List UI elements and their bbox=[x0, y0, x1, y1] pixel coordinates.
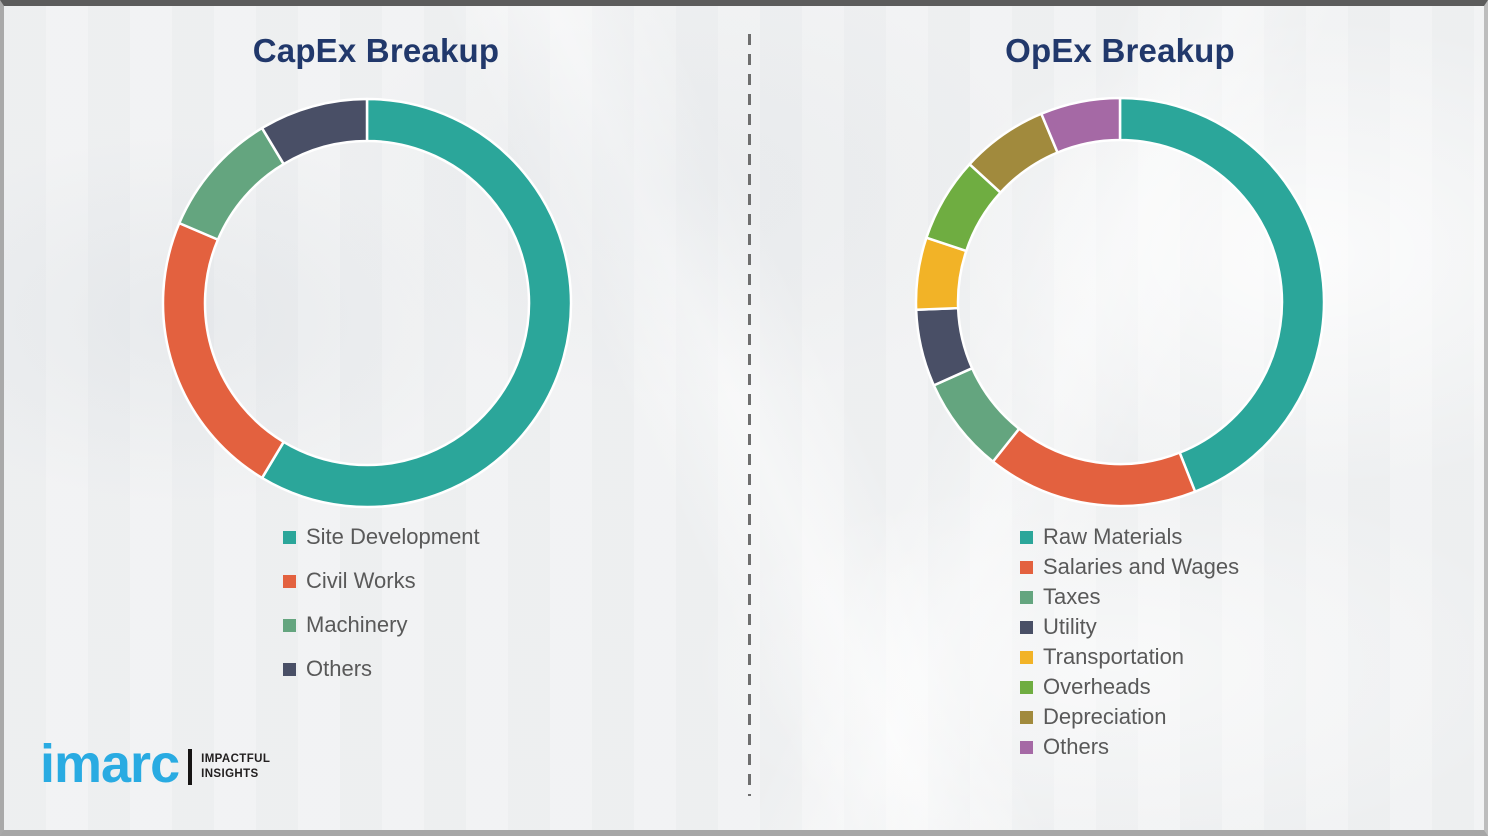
legend-label: Taxes bbox=[1043, 584, 1101, 609]
legend-label: Salaries and Wages bbox=[1043, 554, 1240, 579]
imarc-logo-text: imarc bbox=[40, 734, 180, 794]
opex-title: OpEx Breakup bbox=[1005, 32, 1235, 69]
legend-swatch bbox=[283, 618, 296, 632]
logo-divider-bar bbox=[188, 749, 193, 785]
legend-label: Transportation bbox=[1043, 644, 1185, 669]
legend-swatch bbox=[283, 574, 296, 588]
donut-segment bbox=[260, 97, 573, 509]
legend-label: Civil Works bbox=[306, 568, 416, 593]
legend-swatch bbox=[1020, 710, 1033, 724]
legend-item: Others bbox=[283, 647, 480, 691]
legend-label: Utility bbox=[1043, 614, 1097, 639]
donut-segment bbox=[1118, 96, 1326, 493]
logo-tagline: IMPACTFUL INSIGHTS bbox=[201, 752, 270, 782]
donut-segment bbox=[991, 427, 1197, 508]
legend-swatch bbox=[283, 530, 296, 544]
legend-swatch bbox=[1020, 740, 1033, 754]
legend-label: Raw Materials bbox=[1043, 524, 1183, 549]
legend-item: Others bbox=[1020, 732, 1239, 762]
opex-legend: Raw Materials Salaries and Wages Taxes Util… bbox=[1020, 522, 1239, 762]
legend-swatch bbox=[1020, 650, 1033, 664]
capex-legend: Site Development Civil Works Machinery Othe… bbox=[283, 515, 480, 691]
imarc-logo: imarc IMPACTFUL INSIGHTS bbox=[40, 737, 270, 791]
logo-tagline-line2: INSIGHTS bbox=[201, 768, 259, 780]
legend-item: Machinery bbox=[283, 603, 480, 647]
legend-swatch bbox=[1020, 560, 1033, 574]
legend-item: Transportation bbox=[1020, 642, 1239, 672]
legend-label: Site Development bbox=[306, 524, 480, 549]
logo-tagline-line1: IMPACTFUL bbox=[201, 753, 271, 766]
donut-segment bbox=[260, 97, 369, 166]
legend-label: Others bbox=[306, 656, 373, 681]
legend-item: Depreciation bbox=[1020, 702, 1239, 732]
capex-panel: CapEx Breakup Site Development Civil Work… bbox=[4, 6, 748, 830]
legend-label: Others bbox=[1043, 734, 1110, 759]
legend-item: Overheads bbox=[1020, 672, 1239, 702]
legend-item: Site Development bbox=[283, 515, 480, 559]
donut-segment bbox=[178, 126, 285, 241]
legend-item: Raw Materials bbox=[1020, 522, 1239, 552]
capex-donut-chart bbox=[161, 97, 573, 509]
legend-label: Machinery bbox=[306, 612, 408, 637]
capex-title: CapEx Breakup bbox=[252, 32, 500, 69]
donut-segment bbox=[1040, 96, 1122, 154]
legend-swatch bbox=[1020, 680, 1033, 694]
legend-label: Depreciation bbox=[1043, 704, 1167, 729]
legend-swatch bbox=[1020, 620, 1033, 634]
legend-swatch bbox=[283, 662, 296, 676]
opex-panel: OpEx Breakup Raw Materials Salaries and W… bbox=[748, 6, 1484, 830]
legend-item: Civil Works bbox=[283, 559, 480, 603]
divider-dashed-line bbox=[748, 34, 751, 796]
legend-item: Utility bbox=[1020, 612, 1239, 642]
donut-segment bbox=[161, 221, 285, 480]
legend-swatch bbox=[1020, 530, 1033, 544]
opex-donut-chart bbox=[914, 96, 1326, 508]
legend-label: Overheads bbox=[1043, 674, 1151, 699]
legend-item: Salaries and Wages bbox=[1020, 552, 1239, 582]
legend-swatch bbox=[1020, 590, 1033, 604]
legend-item: Taxes bbox=[1020, 582, 1239, 612]
